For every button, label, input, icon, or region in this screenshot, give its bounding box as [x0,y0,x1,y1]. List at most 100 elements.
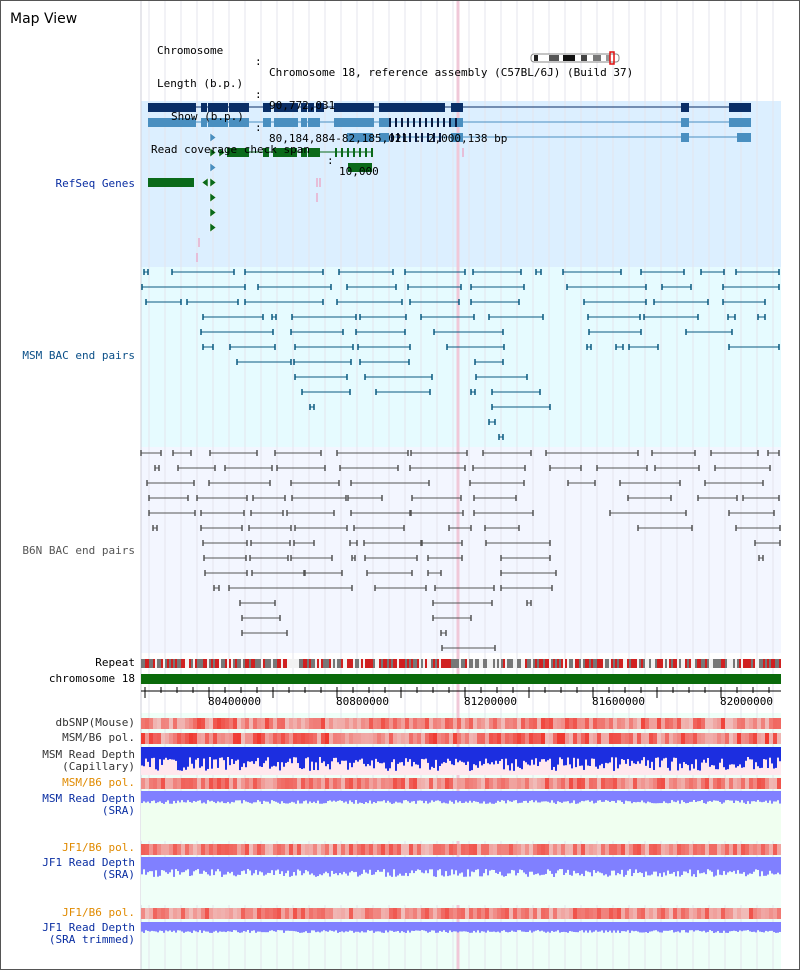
msm-b6-pol2-heat-cell [405,778,409,789]
repeat-block [345,659,347,668]
msm-depth-capillary-bar [345,747,347,761]
jf1-b6-pol-heat-cell [197,844,201,855]
repeat-block [261,659,263,668]
jf1-depth-trimmed-bar [209,922,211,933]
jf1-b6-pol-heat-cell [281,844,285,855]
jf1-b6-pol-heat-cell [249,844,253,855]
dbsnp-heat-cell [213,718,217,729]
jf1-b6-pol2-heat-cell [481,908,485,919]
refseq-gene-green-exon [273,148,297,157]
track-label-b6n-bac[interactable]: B6N BAC end pairs [22,544,135,557]
jf1-depth-trimmed-bar [371,922,373,931]
msm-depth-sra-bar [221,791,223,802]
gene-strand-arrow [209,207,217,218]
repeat-block [633,659,635,668]
jf1-depth-sra-bar [709,857,711,871]
jf1-depth-sra-bar [323,857,325,874]
msm-depth-capillary-bar [547,747,549,761]
jf1-depth-sra-bar [493,857,495,870]
refseq-gene-mid-exon [208,118,228,127]
jf1-b6-pol2-heat-cell [681,908,685,919]
msm-depth-sra-bar [299,791,301,804]
jf1-depth-sra-bar [149,857,151,872]
jf1-depth-sra-bar [453,857,455,875]
msm-depth-capillary-bar [733,747,735,765]
msm-depth-capillary-bar [713,747,715,766]
jf1-b6-pol-heat-cell [505,844,509,855]
jf1-b6-pol2-heat-cell [393,908,397,919]
dbsnp-heat-cell [197,718,201,729]
jf1-depth-sra-bar [757,857,759,870]
jf1-depth-sra-bar [243,857,245,871]
jf1-depth-sra-bar [723,857,725,872]
msm-depth-capillary-bar [277,747,279,763]
msm-b6-pol2-heat-cell [253,778,257,789]
jf1-depth-sra-bar [693,857,695,875]
jf1-b6-pol-heat-cell [457,844,461,855]
msm-b6-pol2-heat-cell [713,778,717,789]
msm-depth-sra-bar [693,791,695,801]
jf1-depth-sra-bar [477,857,479,870]
track-label-msm-bac[interactable]: MSM BAC end pairs [22,349,135,362]
jf1-b6-pol-heat-cell [677,844,681,855]
msm-depth-capillary-bar [179,747,181,771]
track-label-refseq[interactable]: RefSeq Genes [55,177,135,190]
refseq-exon [433,133,435,142]
jf1-b6-pol-heat-cell [761,844,765,855]
msm-depth-capillary-bar [407,747,409,762]
jf1-b6-pol-heat-cell [313,844,317,855]
jf1-depth-sra-bar [621,857,623,870]
jf1-depth-sra-bar [605,857,607,875]
jf1-b6-pol2-heat-cell [653,908,657,919]
jf1-depth-sra-bar [373,857,375,875]
repeat-block [301,659,303,668]
msm-b6-pol-heat-cell [249,733,253,744]
msm-b6-pol2-heat-cell [745,778,749,789]
jf1-depth-trimmed-bar [445,922,447,933]
msm-depth-capillary-bar [389,747,391,769]
jf1-b6-pol-heat-cell [501,844,505,855]
repeat-block [735,659,737,668]
jf1-b6-pol-heat-cell [261,844,265,855]
repeat-block [189,659,191,668]
msm-depth-capillary-bar [599,747,601,766]
jf1-depth-sra-bar [607,857,609,877]
jf1-depth-sra-bar [357,857,359,877]
msm-depth-capillary-bar [739,747,741,765]
msm-b6-pol2-heat-cell [257,778,261,789]
track-label-msm-b6-pol-2: MSM/B6 pol. [62,776,135,789]
jf1-depth-sra-bar [571,857,573,876]
jf1-depth-trimmed-bar [771,922,773,931]
msm-depth-sra-bar [389,791,391,803]
jf1-depth-trimmed-bar [197,922,199,933]
msm-depth-capillary-bar [697,747,699,771]
jf1-depth-trimmed-bar [729,922,731,932]
jf1-depth-trimmed-bar [325,922,327,932]
msm-depth-sra-bar [459,791,461,802]
msm-b6-pol2-heat-cell [721,778,725,789]
jf1-depth-sra-bar [205,857,207,873]
msm-depth-capillary-bar [561,747,563,760]
msm-depth-capillary-bar [457,747,459,763]
msm-depth-capillary-bar [431,747,433,767]
msm-b6-pol-heat-cell [769,733,773,744]
msm-b6-pol-heat-cell [637,733,641,744]
jf1-depth-sra-bar [367,857,369,874]
repeat-block [613,659,615,668]
jf1-depth-sra-bar [581,857,583,874]
refseq-exon [403,133,405,142]
msm-depth-capillary-bar [289,747,291,759]
jf1-depth-sra-bar [191,857,193,876]
repeat-block [221,659,223,668]
jf1-b6-pol2-heat-cell [737,908,741,919]
jf1-b6-pol2-heat-cell [265,908,269,919]
jf1-depth-trimmed-bar [529,922,531,931]
msm-depth-capillary-bar [563,747,565,766]
jf1-depth-trimmed-bar [501,922,503,931]
msm-depth-capillary-bar [737,747,739,767]
msm-depth-sra-bar [359,791,361,803]
dbsnp-heat-cell [657,718,661,729]
repeat-block [337,659,339,668]
repeat-block [551,659,553,668]
